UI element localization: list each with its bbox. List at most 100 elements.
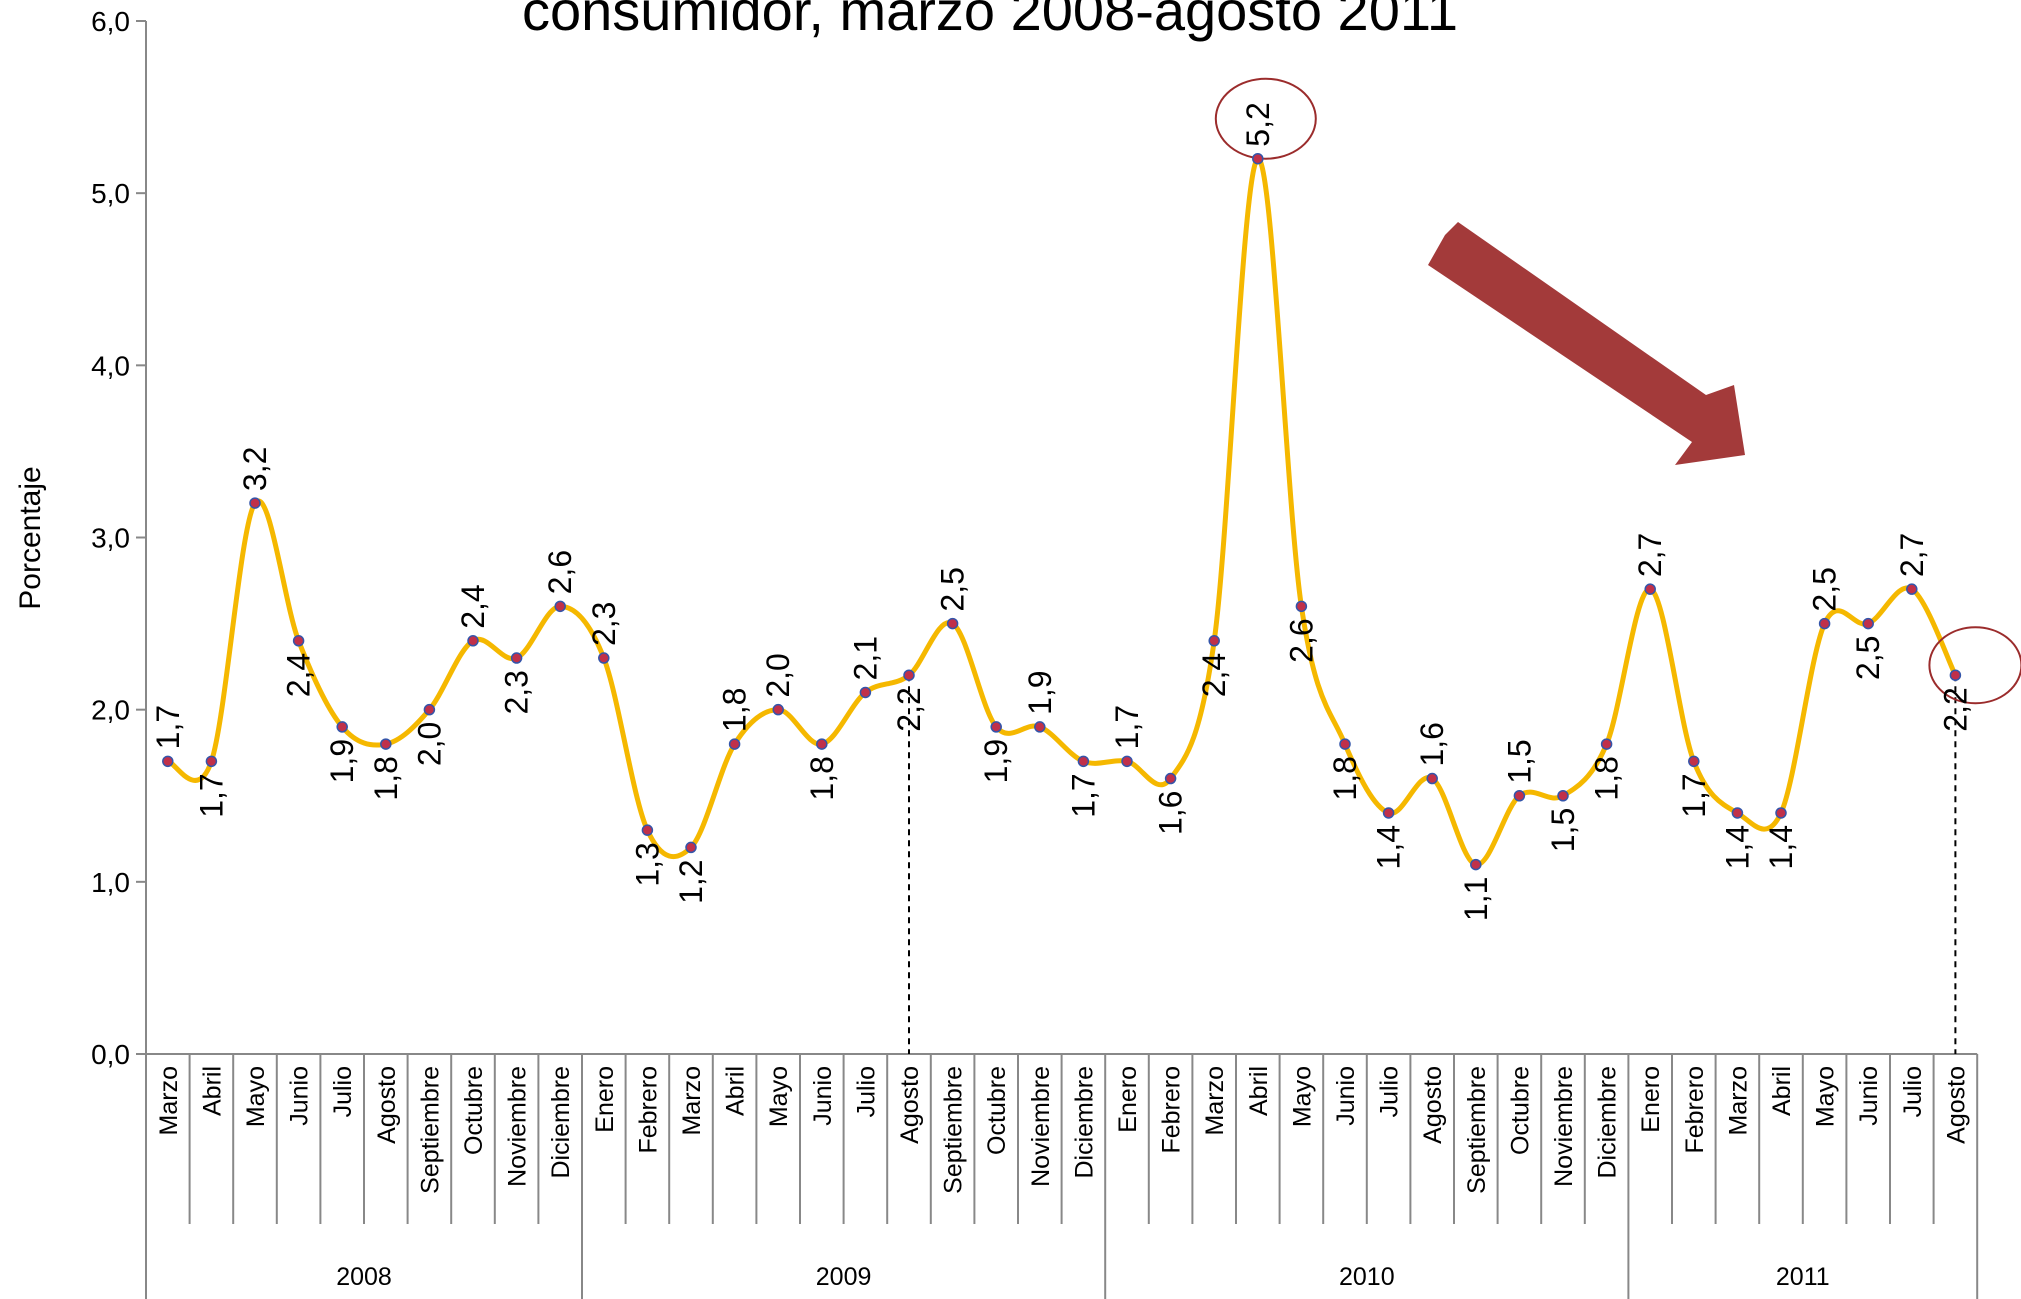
marker (685, 841, 697, 854)
data-label: 2,6 (542, 550, 578, 594)
marker (1164, 772, 1177, 785)
x-tick-label: Octubre (460, 1066, 488, 1155)
arrow (1428, 222, 1745, 465)
x-tick-label: Septiembre (1463, 1066, 1491, 1194)
data-label: 1,8 (717, 688, 753, 732)
data-label: 1,2 (673, 859, 709, 903)
marker (1513, 790, 1526, 802)
data-label: 2,2 (1937, 687, 1973, 731)
x-tick-label: Julio (1899, 1066, 1927, 1117)
marker (1644, 583, 1656, 595)
x-tick-label: Diciembre (1594, 1066, 1622, 1179)
marker (1949, 669, 1962, 681)
marker (1339, 738, 1351, 750)
data-label: 1,6 (1153, 791, 1189, 835)
x-tick-label: Mayo (242, 1066, 270, 1127)
marker (728, 738, 741, 750)
data-label: 1,8 (368, 756, 404, 800)
marker (1382, 807, 1395, 819)
chart-title: consumidor, marzo 2008-agosto 2011 (522, 0, 1458, 42)
marker (205, 755, 218, 768)
x-tick-label: Agosto (1419, 1066, 1447, 1144)
marker (380, 738, 392, 750)
group-label: 2009 (816, 1263, 872, 1291)
marker (336, 721, 348, 733)
x-tick-label: Julio (1376, 1066, 1404, 1117)
x-tick-label: Abril (1768, 1066, 1796, 1116)
x-tick-label: Mayo (1812, 1066, 1840, 1127)
marker (1426, 772, 1438, 785)
marker (1818, 617, 1831, 630)
marker (292, 635, 305, 647)
x-tick-label: Junio (809, 1066, 837, 1126)
marker (1906, 583, 1918, 595)
marker (249, 497, 261, 509)
x-tick-label: Febrero (1158, 1066, 1186, 1154)
x-tick-label: Agosto (896, 1066, 924, 1144)
x-tick-label: Febrero (634, 1066, 662, 1154)
data-label: 1,3 (629, 842, 665, 886)
x-tick-label: Octubre (983, 1066, 1011, 1155)
data-label: 1,7 (150, 705, 186, 749)
data-label: 1,7 (1065, 773, 1101, 817)
data-label: 2,5 (935, 567, 971, 611)
y-tick-label: 1,0 (91, 867, 130, 898)
x-tick-label: Agosto (373, 1066, 401, 1144)
x-tick-label: Diciembre (1070, 1066, 1098, 1179)
y-tick-label: 6,0 (91, 6, 130, 37)
x-tick-label: Noviembre (1027, 1066, 1055, 1187)
x-tick-label: Junio (1332, 1066, 1360, 1126)
x-tick-label: Marzo (1201, 1066, 1229, 1135)
x-tick-label: Enero (1114, 1066, 1142, 1133)
data-label: 1,8 (1589, 756, 1625, 800)
x-tick-label: Enero (1637, 1066, 1665, 1133)
data-label: 1,9 (1022, 670, 1058, 714)
y-tick-label: 3,0 (91, 523, 130, 554)
y-axis-label: Porcentaje (14, 466, 47, 609)
data-label: 2,4 (281, 653, 317, 697)
x-tick-label: Julio (852, 1066, 880, 1117)
marker (467, 635, 479, 647)
marker (1731, 807, 1744, 819)
x-tick-label: Marzo (1724, 1066, 1752, 1135)
highlight-circle (1928, 626, 2021, 705)
data-label: 1,6 (1414, 722, 1450, 766)
marker (1557, 790, 1569, 802)
group-label: 2011 (1776, 1263, 1830, 1291)
data-label: 2,6 (1283, 618, 1319, 662)
data-label: 2,5 (1850, 636, 1886, 680)
x-tick-label: Abril (1245, 1066, 1273, 1116)
data-label: 3,2 (237, 447, 273, 491)
x-tick-label: Septiembre (940, 1066, 968, 1194)
marker (1121, 755, 1133, 768)
x-tick-label: Enero (591, 1066, 619, 1133)
x-tick-label: Febrero (1681, 1066, 1709, 1154)
x-tick-label: Diciembre (547, 1066, 575, 1179)
data-label: 2,2 (891, 687, 927, 731)
marker (772, 703, 784, 716)
data-label: 1,1 (1458, 877, 1494, 921)
x-tick-label: Abril (198, 1066, 226, 1116)
marker (1688, 755, 1700, 768)
data-label: 5,2 (1240, 102, 1276, 146)
highlight-circle (1214, 77, 1317, 160)
data-label: 2,3 (586, 602, 622, 646)
marker (162, 755, 174, 768)
data-label: 1,9 (978, 739, 1014, 783)
marker (1034, 721, 1046, 733)
marker (423, 703, 436, 716)
marker (1208, 635, 1220, 647)
marker (510, 652, 523, 664)
y-tick-label: 5,0 (91, 178, 130, 209)
data-label: 2,4 (1196, 653, 1232, 697)
data-label: 1,4 (1763, 825, 1799, 869)
marker (1862, 617, 1874, 630)
x-tick-label: Marzo (155, 1066, 183, 1135)
y-tick-label: 0,0 (91, 1039, 130, 1070)
x-tick-label: Agosto (1942, 1066, 1970, 1144)
marker (859, 686, 872, 699)
data-label: 1,5 (1545, 808, 1581, 852)
data-label: 1,7 (193, 773, 229, 817)
